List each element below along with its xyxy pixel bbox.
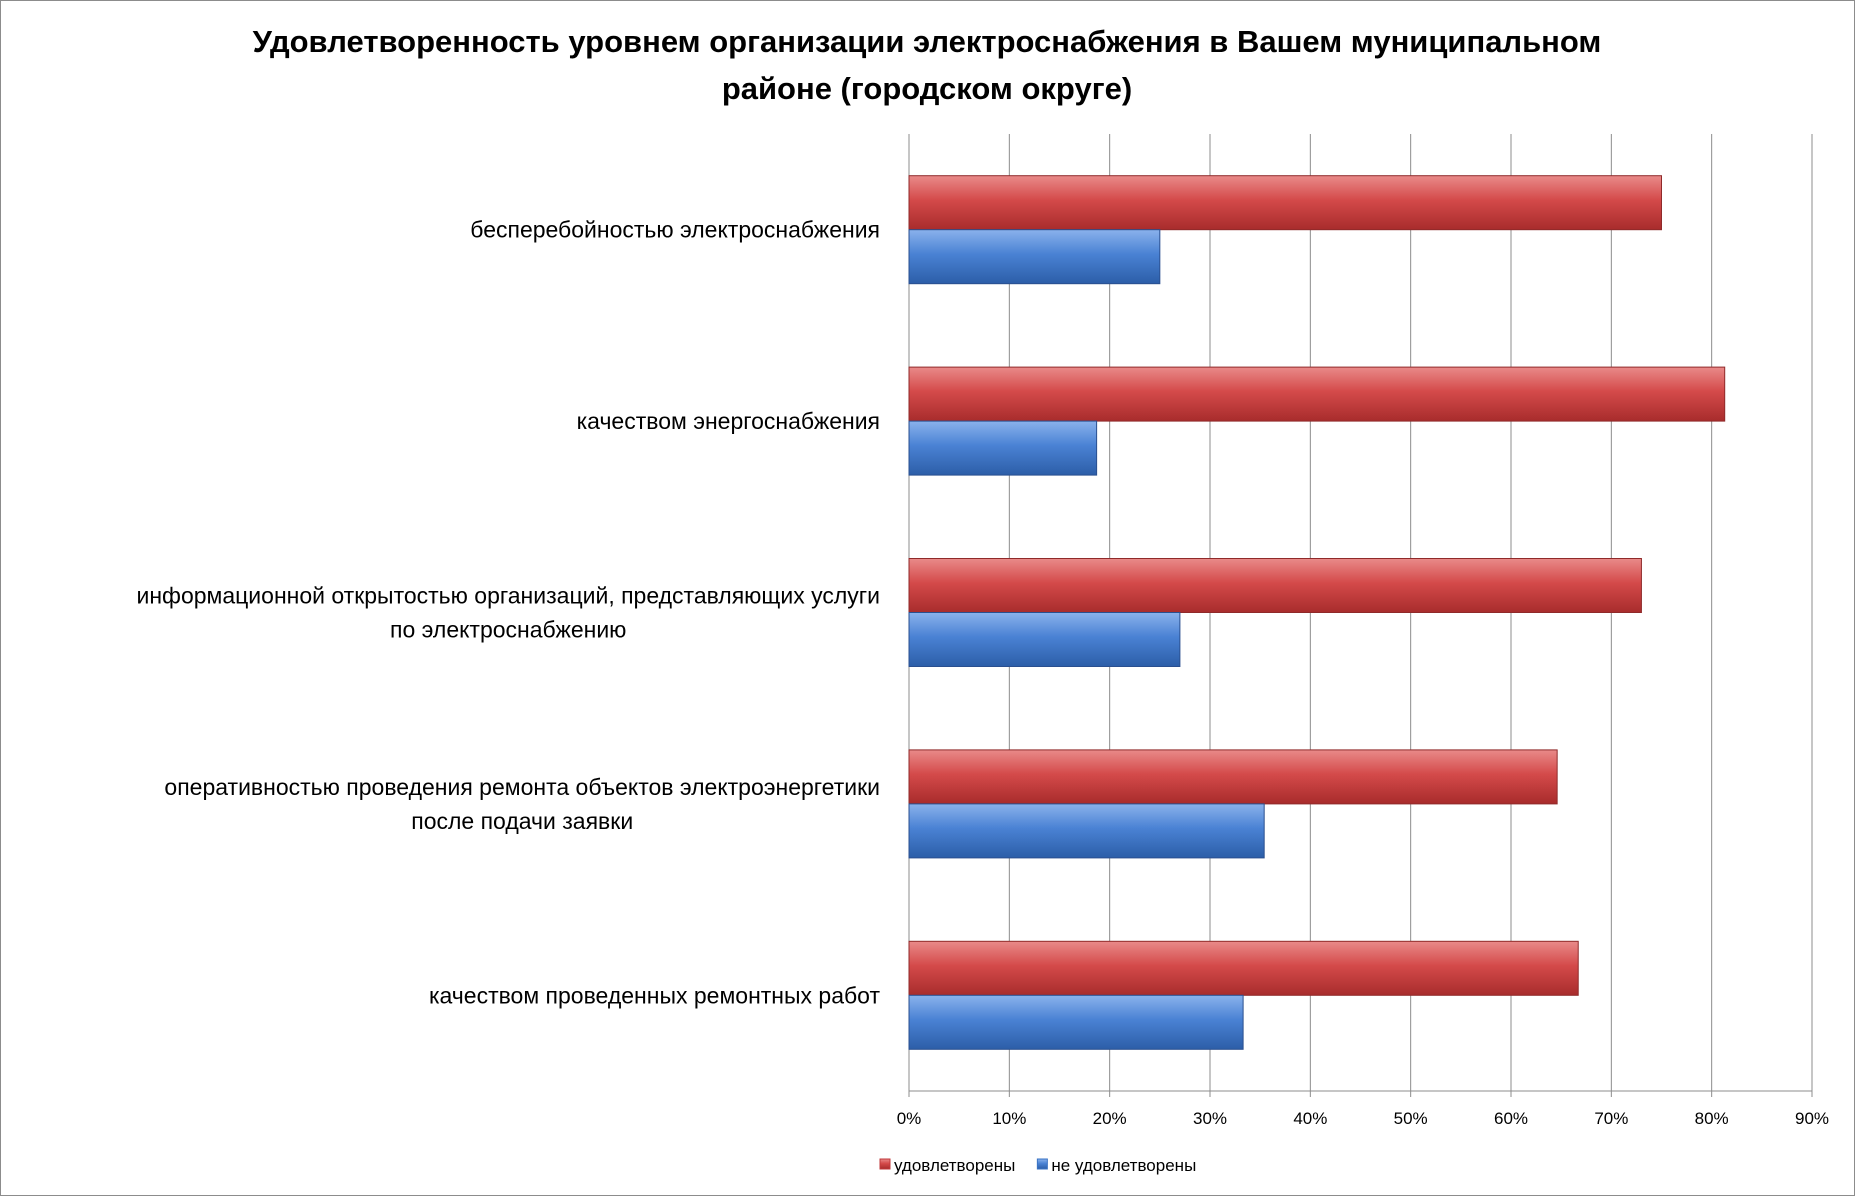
chart-title-line-2: районе (городском округе): [722, 71, 1132, 106]
category-label: оперативностью проведения ремонта объект…: [164, 774, 880, 800]
x-tick-label: 50%: [1394, 1109, 1428, 1128]
bar-not-satisfied: [908, 420, 1098, 476]
x-tick-label: 0%: [897, 1109, 922, 1128]
category-label: информационной открытостью организаций, …: [136, 583, 880, 609]
category-label: качеством проведенных ремонтных работ: [429, 982, 881, 1008]
x-tick-label: 30%: [1193, 1109, 1227, 1128]
legend-marker-satisfied: [879, 1158, 891, 1170]
bar-not-satisfied: [908, 994, 1244, 1050]
bar-satisfied: [908, 366, 1726, 422]
category-label: бесперебойностью электроснабжения: [470, 217, 880, 243]
category-label: качеством энергоснабжения: [577, 408, 880, 434]
category-label: после подачи заявки: [411, 808, 633, 834]
bar-not-satisfied: [908, 612, 1181, 667]
chart-title-line-1: Удовлетворенность уровнем организации эл…: [253, 24, 1602, 59]
x-tick-label: 80%: [1695, 1109, 1729, 1128]
legend-label: не удовлетворены: [1051, 1156, 1196, 1175]
legend-label: удовлетворены: [894, 1156, 1015, 1175]
bar-satisfied: [908, 940, 1579, 996]
category-label: по электроснабжению: [390, 617, 626, 643]
legend-marker-not-satisfied: [1036, 1158, 1048, 1170]
x-tick-label: 20%: [1093, 1109, 1127, 1128]
bar-satisfied: [908, 558, 1642, 613]
bar-not-satisfied: [908, 803, 1265, 859]
x-tick-label: 40%: [1293, 1109, 1327, 1128]
bar-satisfied: [908, 175, 1662, 231]
x-tick-label: 10%: [992, 1109, 1026, 1128]
x-tick-label: 60%: [1494, 1109, 1528, 1128]
x-tick-label: 90%: [1795, 1109, 1829, 1128]
bar-satisfied: [908, 749, 1558, 805]
bar-not-satisfied: [908, 229, 1161, 285]
x-tick-label: 70%: [1594, 1109, 1628, 1128]
